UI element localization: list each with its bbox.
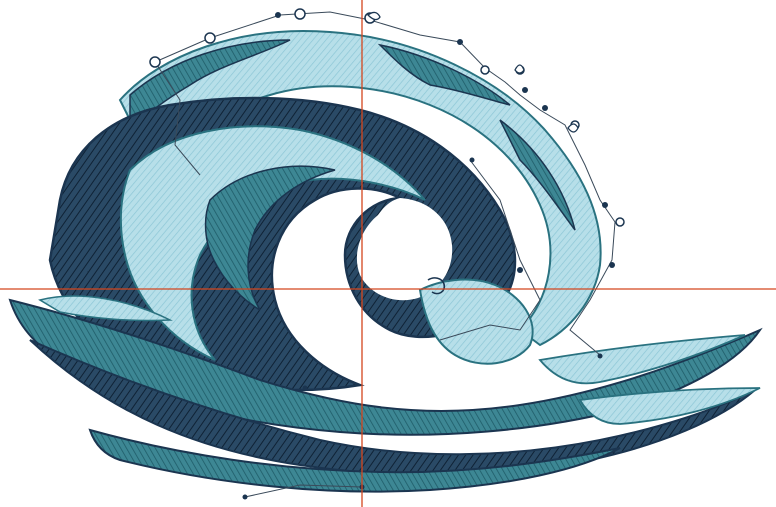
stitch-node-icon xyxy=(609,262,615,268)
stitch-node-icon xyxy=(480,65,490,75)
stitch-node-icon xyxy=(275,12,281,18)
stitch-node-icon xyxy=(469,157,475,163)
wave-crest-foam xyxy=(118,30,602,347)
stitch-node-icon xyxy=(602,202,608,208)
trim-marker-icon xyxy=(567,123,579,133)
stitch-node-icon xyxy=(517,267,523,273)
stitch-node-icon xyxy=(542,105,548,111)
stitch-node-icon xyxy=(457,39,463,45)
trim-markers xyxy=(367,11,579,133)
stitch-node-icon xyxy=(294,8,306,20)
stitch-node-icon xyxy=(149,56,161,68)
stitch-node-icon xyxy=(242,494,248,500)
stitch-path xyxy=(154,11,616,498)
wave-swells xyxy=(8,295,763,493)
stitch-node-icon xyxy=(615,217,625,227)
trim-marker-icon xyxy=(367,11,381,21)
stitch-node-icon xyxy=(522,87,528,93)
wave-curl-body xyxy=(48,96,517,392)
trim-marker-icon xyxy=(514,64,525,74)
stitch-node-icon xyxy=(597,353,603,359)
wave-curl-tip xyxy=(418,277,534,365)
stitch-node-icon xyxy=(302,385,308,391)
stitch-nodes xyxy=(149,8,625,500)
stitch-node-icon xyxy=(204,32,216,44)
